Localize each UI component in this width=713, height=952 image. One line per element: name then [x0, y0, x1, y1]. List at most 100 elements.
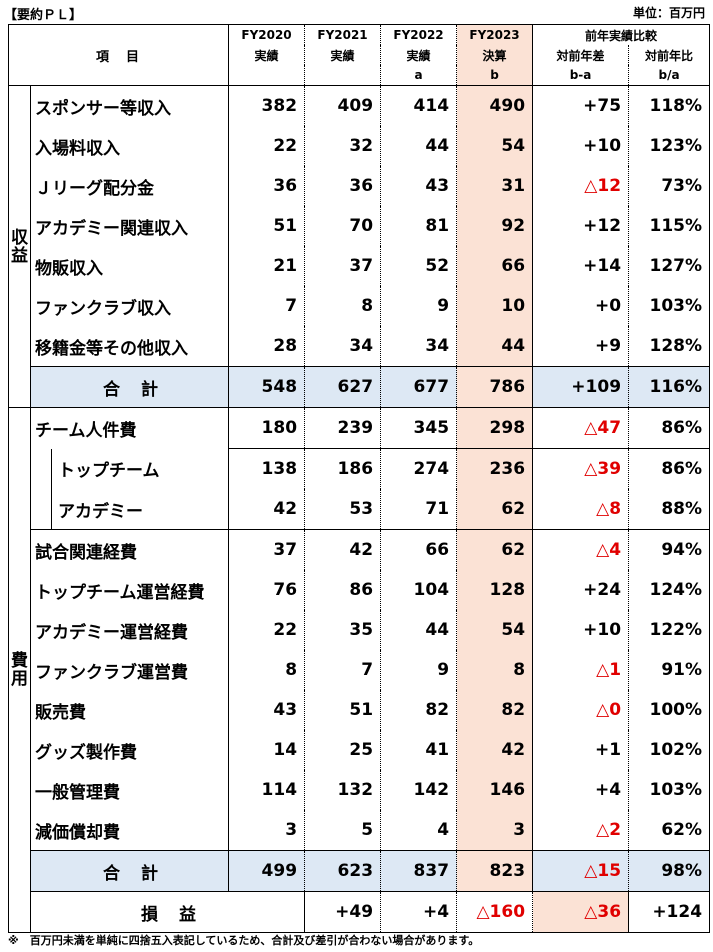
- value-3: 62: [456, 489, 533, 530]
- pl-table: 項 目 FY2020 FY2021 FY2022 FY2023 前年実績比較 実績 実績 実績決…: [7, 24, 711, 933]
- value-3: 54: [456, 610, 533, 650]
- value-3: 823: [456, 850, 533, 892]
- diff-value: △2: [532, 810, 629, 851]
- value-3: 31: [456, 166, 533, 206]
- value-3: 54: [456, 126, 533, 166]
- header-comparison: 前年実績比較: [532, 24, 711, 45]
- diff-value: +4: [532, 770, 629, 810]
- value-3: 128: [456, 570, 533, 610]
- row-label: 物販収入: [35, 258, 103, 279]
- ratio-value: 91%: [628, 650, 711, 690]
- table-row: 販売費 43 51 82 82 △0 100%: [9, 690, 711, 730]
- value-2: 414: [380, 85, 457, 126]
- value-2: 9: [380, 286, 457, 326]
- row-label: Ｊリーグ配分金: [35, 178, 154, 199]
- value-1: 34: [304, 326, 381, 367]
- diff-value: △39: [532, 448, 629, 489]
- table-row: 物販収入 21 37 52 66 +14 127%: [9, 246, 711, 286]
- diff-value: △1: [532, 650, 629, 690]
- table-row: 移籍金等その他収入 28 34 34 44 +9 128%: [9, 326, 711, 367]
- value-2: 44: [380, 610, 457, 650]
- ratio-value: 98%: [628, 850, 711, 892]
- ratio-value: 86%: [628, 448, 711, 489]
- value-0: 37: [228, 529, 305, 570]
- table-row: 費用 チーム人件費 180 239 345 298 △47 86%: [8, 407, 711, 933]
- value-1: 51: [304, 690, 381, 730]
- table-row: トップチーム 138 186 274 236 △39 86%: [9, 448, 711, 530]
- table-row: 減価償却費 3 5 4 3 △2 62%: [9, 810, 711, 851]
- table-row: 合 計 548 627 677 786 +109 116%: [9, 366, 711, 408]
- value-3: 146: [456, 770, 533, 810]
- value-2: 44: [380, 126, 457, 166]
- value-0: 548: [228, 366, 305, 408]
- ratio-value: 127%: [628, 246, 711, 286]
- value-1: 132: [304, 770, 381, 810]
- value-1: 186: [304, 448, 381, 489]
- diff-value: +124: [628, 891, 710, 933]
- ratio-value: 62%: [628, 810, 711, 851]
- table-row: Ｊリーグ配分金 36 36 43 31 △12 73%: [9, 166, 711, 206]
- value-1: 627: [304, 366, 381, 408]
- sub-row-label: アカデミー: [51, 489, 229, 530]
- year-kind-1: 実績: [304, 45, 381, 65]
- value-1: 7: [304, 650, 381, 690]
- profit-label: 損 益: [29, 891, 305, 933]
- ratio-value: 118%: [628, 85, 711, 126]
- unit-label: 単位：百万円: [632, 6, 705, 20]
- value-2: 677: [380, 366, 457, 408]
- table-row: 損 益 +49 +4 △160 △36 +124: [9, 891, 710, 933]
- header-diff-key: b-a: [532, 65, 629, 86]
- value-0: 36: [228, 166, 305, 206]
- row-label: 一般管理費: [35, 782, 120, 803]
- row-label: アカデミー運営経費: [35, 622, 188, 643]
- value-1: 409: [304, 85, 381, 126]
- value-2: △160: [456, 891, 533, 933]
- value-3: 786: [456, 366, 533, 408]
- value-0: 28: [228, 326, 305, 367]
- value-2: 345: [380, 407, 457, 449]
- year-key-3: b: [456, 65, 533, 86]
- year-kind-3: 決算: [456, 45, 533, 65]
- table-row: 入場料収入 22 32 44 54 +10 123%: [9, 126, 711, 166]
- year-kind-0: 実績: [228, 45, 305, 65]
- year-key-0: [228, 65, 305, 86]
- diff-value: △0: [532, 690, 629, 730]
- value-0: 180: [228, 407, 305, 449]
- year-key-2: a: [380, 65, 457, 86]
- value-1: 42: [304, 529, 381, 570]
- value-0: 14: [228, 730, 305, 770]
- value-1: 70: [304, 206, 381, 246]
- value-1: 8: [304, 286, 381, 326]
- value-2: 837: [380, 850, 457, 892]
- value-0: 42: [228, 489, 305, 530]
- value-2: 43: [380, 166, 457, 206]
- row-label: アカデミー関連収入: [35, 218, 188, 239]
- value-1: +4: [380, 891, 457, 933]
- value-2: 52: [380, 246, 457, 286]
- expense-section-label: 費用: [8, 407, 31, 933]
- ratio-value: 128%: [628, 326, 711, 367]
- ratio-value: 115%: [628, 206, 711, 246]
- value-0: 138: [228, 448, 305, 489]
- value-1: 35: [304, 610, 381, 650]
- diff-value: +10: [532, 126, 629, 166]
- ratio-value: 102%: [628, 730, 711, 770]
- row-label: 試合関連経費: [35, 542, 137, 563]
- value-3: 236: [456, 448, 533, 489]
- year-key-1: [304, 65, 381, 86]
- value-3: 10: [456, 286, 533, 326]
- value-0: 3: [228, 810, 305, 851]
- value-0: 43: [228, 690, 305, 730]
- year-3: FY2023: [456, 24, 533, 45]
- page-title: 【要約ＰＬ】: [4, 8, 83, 23]
- value-2: 142: [380, 770, 457, 810]
- diff-value: +1: [532, 730, 629, 770]
- ratio-value: 103%: [628, 286, 711, 326]
- value-2: 82: [380, 690, 457, 730]
- total-label: 合 計: [30, 366, 229, 408]
- diff-value: +14: [532, 246, 629, 286]
- table-row: アカデミー 42 53 71 62 △8 88%: [9, 489, 711, 530]
- value-3: △36: [532, 891, 629, 933]
- table-row: グッズ製作費 14 25 41 42 +1 102%: [9, 730, 711, 770]
- ratio-value: 122%: [628, 610, 711, 650]
